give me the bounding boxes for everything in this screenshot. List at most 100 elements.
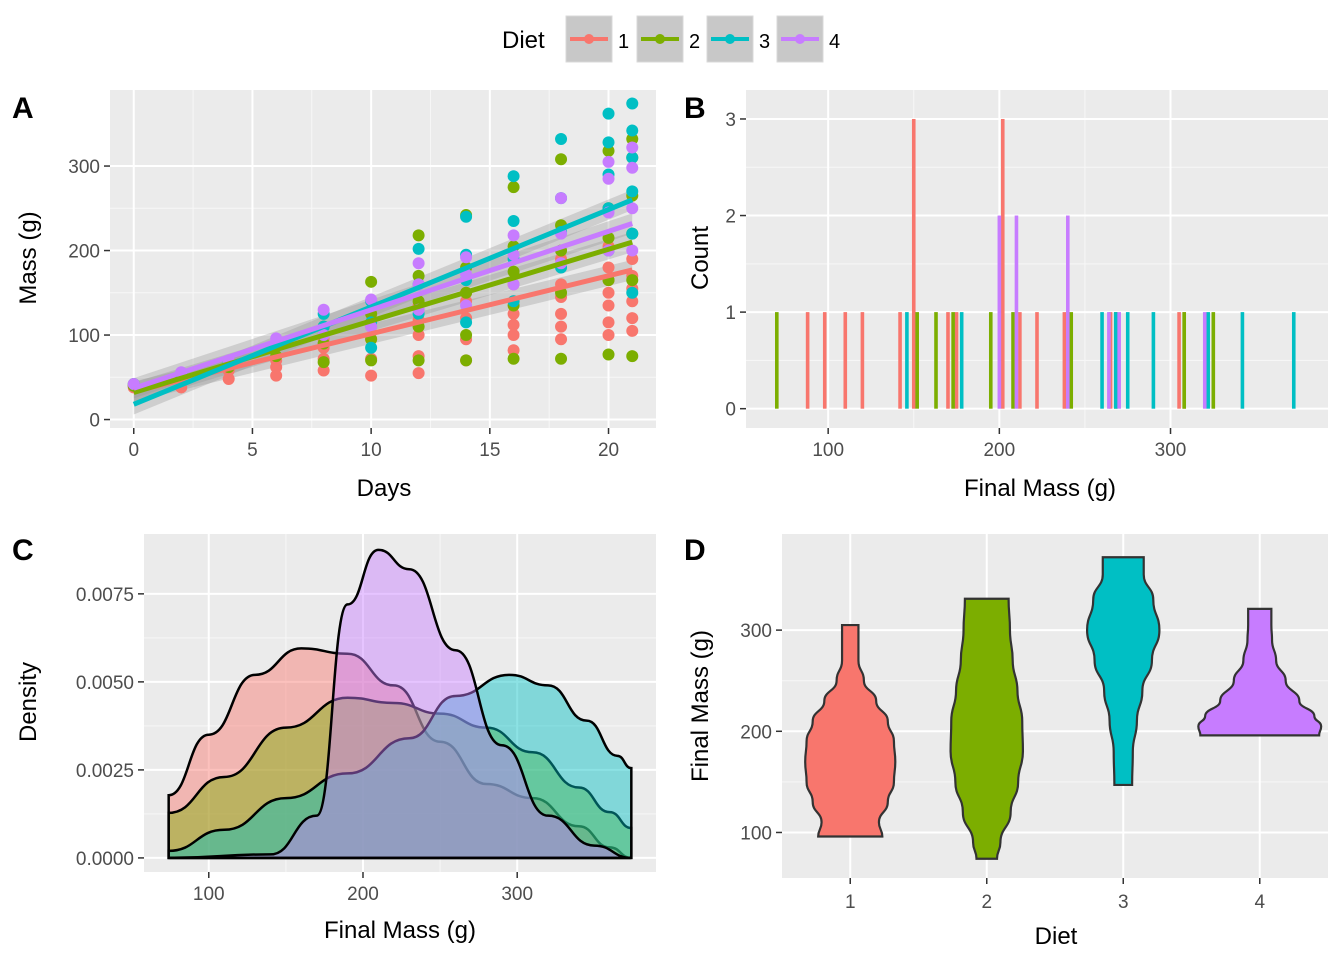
- panel-a-point-3: [365, 341, 378, 354]
- panel-c-density-3: [167, 673, 633, 860]
- legend-label-3: 3: [759, 31, 770, 53]
- panel-a-point-3: [626, 286, 639, 299]
- panel-a-point-2: [412, 229, 425, 242]
- panel-b-tick-label-y: 1: [725, 303, 736, 324]
- panel-a-point-1: [412, 329, 425, 342]
- panel-a-point-2: [412, 269, 425, 282]
- panel-b-bar-3: [959, 312, 964, 409]
- panel-a-point-4: [626, 161, 639, 174]
- panel-d: 1 2 3 4 100 200 300: [740, 534, 1328, 913]
- panel-b-bar-1: [843, 312, 848, 409]
- panel-b-bar-1: [954, 312, 959, 409]
- panel-b-bar-3: [1291, 312, 1296, 409]
- panel-d-tick-label-y: 200: [740, 722, 772, 743]
- panel-a-point-2: [365, 354, 378, 367]
- panel-a-regression-line-3: [132, 197, 634, 407]
- panel-a-regression-line-4: [132, 221, 634, 391]
- panel-b-bar-2: [1182, 312, 1187, 409]
- panel-c-tick-label-y: 0.0000: [76, 849, 134, 870]
- panel-b-bar-3: [1240, 312, 1245, 409]
- panel-a-point-1: [602, 299, 615, 312]
- panel-a-point-2: [602, 348, 615, 361]
- panel-a-point-1: [507, 344, 520, 357]
- panel-b-xlabel: Final Mass (g): [964, 475, 1116, 502]
- panel-label-b: B: [684, 92, 706, 125]
- panel-b-bar-1: [860, 312, 865, 409]
- panel-a-point-1: [317, 364, 330, 377]
- panel-b-bar-3: [1206, 312, 1210, 409]
- panel-a-point-1: [602, 261, 615, 274]
- panel-a-point-2: [412, 354, 425, 367]
- panel-a-point-3: [602, 136, 615, 149]
- panel-a-point-4: [460, 251, 473, 264]
- panel-a-point-1: [626, 253, 639, 265]
- panel-a-tick-label-y: 100: [68, 326, 100, 347]
- panel-a-point-3: [626, 227, 639, 240]
- panel-b-bar-2: [1069, 312, 1074, 409]
- panel-b-bar-4: [1066, 215, 1070, 409]
- panel-b-bar-1: [1035, 312, 1039, 409]
- panel-a-point-3: [460, 210, 473, 223]
- panel-a-point-1: [555, 333, 568, 346]
- legend-key-point-3: [725, 34, 735, 44]
- panel-a-tick-label-y: 200: [68, 242, 100, 263]
- panel-d-violin-2: [949, 597, 1025, 860]
- panel-b-bar-1: [805, 312, 810, 409]
- panel-b-bar-1: [1018, 312, 1022, 409]
- panel-b-bar-3: [1100, 312, 1104, 409]
- panel-b-bar-2: [951, 312, 955, 409]
- panel-b-tick-label-x: 100: [812, 440, 844, 461]
- panel-b-bar-2: [1011, 312, 1015, 409]
- panel-a-point-1: [602, 316, 615, 329]
- panel-b-bar-4: [1202, 312, 1207, 409]
- panel-b-bar-3: [905, 312, 909, 409]
- panel-a-point-4: [626, 141, 639, 154]
- panel-a-point-3: [507, 214, 520, 227]
- panel-b-bar-3: [1151, 312, 1156, 409]
- panel-a-point-1: [507, 307, 520, 320]
- panel-a-point-4: [317, 303, 330, 316]
- panel-b-bar-1: [1177, 312, 1181, 409]
- panel-a-point-2: [626, 274, 639, 287]
- panel-b-bar-1: [946, 312, 950, 409]
- panel-d-tick-label-x: 4: [1254, 892, 1265, 913]
- panel-a-point-2: [555, 153, 568, 166]
- legend-label-2: 2: [689, 31, 700, 53]
- panel-b-bar-2: [775, 312, 779, 409]
- panel-a-point-1: [365, 369, 378, 382]
- panel-a-point-1: [555, 320, 568, 333]
- panel-b-bar-1: [898, 312, 902, 409]
- panel-c-xlabel: Final Mass (g): [324, 917, 476, 944]
- panel-label-c: C: [12, 534, 34, 567]
- panel-a-point-1: [626, 295, 639, 308]
- panel-a-point-1: [602, 286, 615, 299]
- panel-a-point-1: [412, 367, 425, 380]
- panel-d-violin-4: [1197, 607, 1323, 737]
- panel-c-density-4: [168, 548, 632, 860]
- panel-a-point-2: [626, 350, 639, 363]
- panel-a-point-4: [626, 202, 639, 215]
- panel-c-tick-label-y: 0.0075: [76, 585, 134, 606]
- panel-d-tick-label-y: 300: [740, 621, 772, 642]
- panel-b-tick-label-y: 3: [725, 110, 736, 131]
- panel-a-point-4: [365, 293, 378, 306]
- panel-a-point-2: [460, 354, 473, 367]
- panel-a-tick-label-x: 5: [247, 440, 258, 461]
- panel-a-point-2: [460, 329, 473, 342]
- panel-b-bar-3: [1113, 312, 1118, 409]
- panel-a-tick-label-y: 300: [68, 157, 100, 178]
- panel-d-tick-label-x: 3: [1118, 892, 1129, 913]
- panel-d-xlabel: Diet: [1035, 923, 1078, 950]
- panel-a-point-3: [626, 124, 639, 137]
- panel-a-tick-label-y: 0: [89, 411, 100, 432]
- panel-a-point-3: [626, 97, 639, 110]
- panel-a-point-1: [507, 329, 520, 342]
- panel-a-point-2: [626, 133, 639, 146]
- panel-a-ylabel: Mass (g): [15, 211, 42, 304]
- panel-d-ylabel: Final Mass (g): [687, 630, 714, 782]
- panel-b-bar-4: [997, 215, 1002, 409]
- panel-label-a: A: [12, 92, 34, 125]
- panel-c-tick-label-x: 200: [347, 884, 379, 905]
